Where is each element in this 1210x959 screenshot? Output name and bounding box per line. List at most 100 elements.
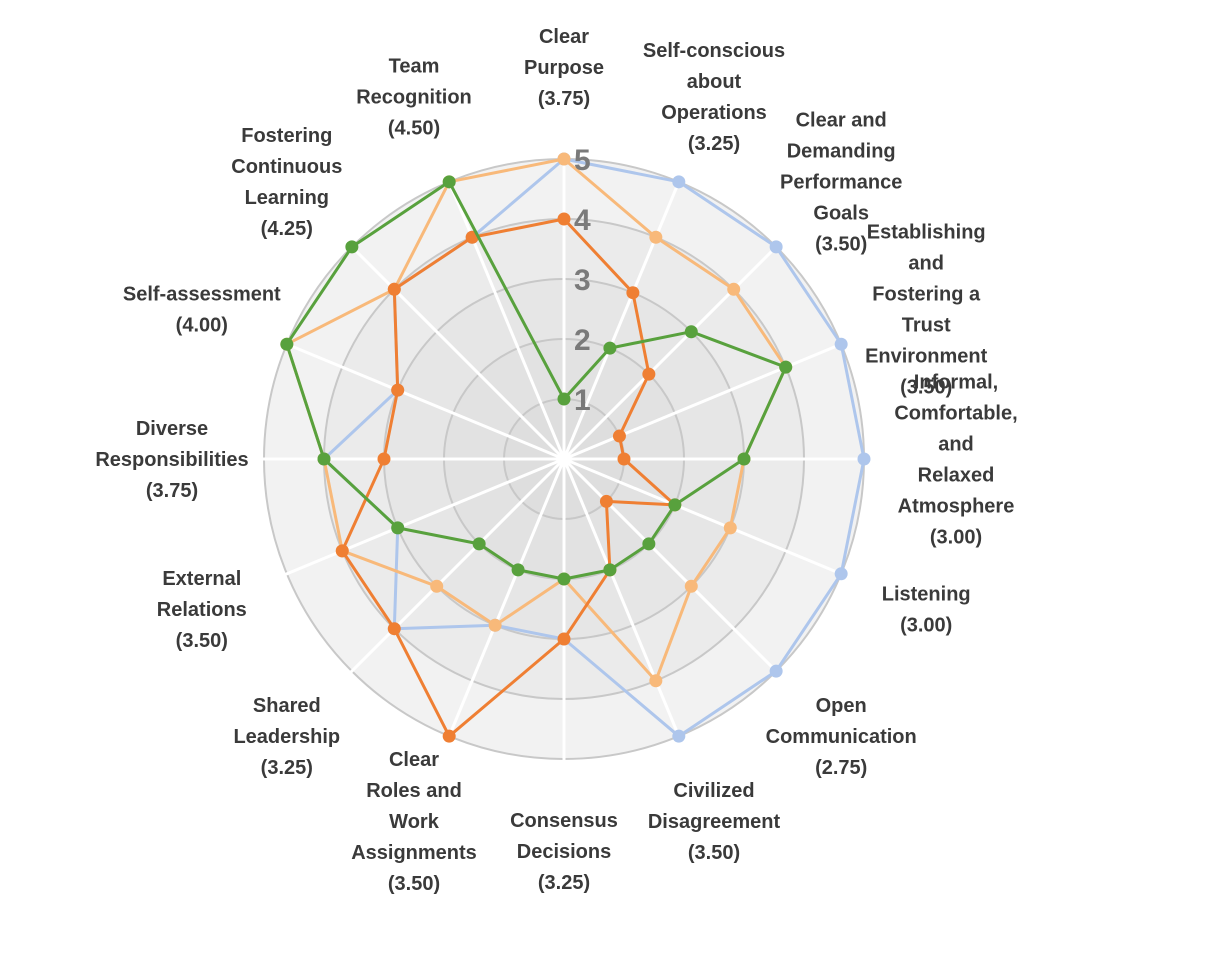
radar-category-name: Atmosphere — [898, 495, 1015, 517]
radar-point — [769, 664, 783, 678]
radar-category-name: Roles and — [366, 780, 462, 802]
radar-point — [599, 494, 613, 508]
radar-category-score: (3.50) — [815, 234, 867, 256]
radar-category-label: Clear Roles and Work Assignments (3.50) — [351, 749, 477, 895]
radar-category-name: Diverse — [136, 418, 208, 440]
radar-point — [280, 337, 294, 351]
radar-category-name: Trust — [902, 314, 951, 336]
radar-category-label: Diverse Responsibilities (3.75) — [95, 418, 248, 502]
radar-point — [857, 452, 871, 466]
radar-category-score: (3.50) — [388, 873, 440, 895]
radar-category-name: Consensus — [510, 810, 618, 832]
radar-point — [626, 286, 640, 300]
radar-point — [672, 175, 686, 189]
radar-point — [557, 392, 571, 406]
radar-category-name: Fostering a — [872, 283, 981, 305]
radar-category-score: (3.25) — [261, 757, 313, 779]
radar-category-name: Work — [389, 811, 440, 833]
radar-category-score: (2.75) — [815, 757, 867, 779]
radar-point — [391, 383, 405, 397]
radar-category-label: Self-conscious about Operations (3.25) — [643, 40, 785, 155]
radar-point — [557, 152, 571, 166]
radar-category-label: Fostering Continuous Learning (4.25) — [231, 125, 342, 240]
radar-category-name: Clear — [539, 26, 589, 48]
radar-category-name: Learning — [245, 187, 329, 209]
radar-category-label: Open Communication (2.75) — [766, 695, 917, 779]
radar-tick-label: 5 — [574, 144, 591, 177]
radar-category-name: Recognition — [356, 87, 472, 109]
radar-point — [387, 282, 401, 296]
radar-spoke — [562, 458, 689, 758]
radar-category-name: Continuous — [231, 156, 342, 178]
radar-category-name: about — [687, 71, 742, 93]
radar-category-name: Relaxed — [918, 464, 995, 486]
radar-point — [511, 563, 525, 577]
radar-category-score: (3.25) — [538, 872, 590, 894]
radar-category-name: Informal, — [914, 371, 998, 393]
radar-spoke — [562, 230, 793, 461]
radar-category-name: Civilized — [673, 780, 754, 802]
radar-point — [723, 521, 737, 535]
radar-point — [317, 452, 331, 466]
radar-category-label: Consensus Decisions (3.25) — [510, 810, 618, 894]
radar-point — [603, 563, 617, 577]
radar-category-score: (3.50) — [688, 842, 740, 864]
radar-category-name: Disagreement — [648, 811, 781, 833]
radar-category-label: Team Recognition (4.50) — [356, 56, 472, 140]
radar-category-name: Purpose — [524, 57, 604, 79]
radar-point — [612, 429, 626, 443]
radar-series — [280, 152, 871, 743]
radar-category-name: Comfortable, — [894, 402, 1017, 424]
radar-series-4 — [280, 175, 793, 586]
radar-tick-label: 1 — [574, 384, 591, 417]
radar-category-name: Environment — [865, 345, 988, 367]
radar-point — [834, 337, 848, 351]
radar-category-label: External Relations (3.50) — [157, 568, 247, 652]
radar-point — [345, 240, 359, 254]
radar-category-name: Decisions — [517, 841, 611, 863]
radar-category-name: Relations — [157, 599, 247, 621]
radar-point — [684, 325, 698, 339]
radar-category-label: Shared Leadership (3.25) — [233, 695, 340, 779]
radar-category-name: Open — [816, 695, 867, 717]
radar-category-name: Demanding — [787, 141, 896, 163]
radar-category-score: (3.25) — [688, 133, 740, 155]
radar-point — [391, 521, 405, 535]
radar-category-score: (3.50) — [900, 376, 952, 398]
radar-category-name: Establishing — [867, 221, 986, 243]
radar-category-name: Responsibilities — [95, 449, 248, 471]
radar-category-name: Assignments — [351, 842, 477, 864]
radar-category-name: Clear and — [796, 110, 887, 132]
radar-category-label: Informal, Comfortable, and Relaxed Atmospher… — [894, 371, 1017, 548]
radar-category-labels: Clear Purpose (3.75) Self-conscious about Ope… — [95, 26, 1017, 895]
radar-point — [387, 622, 401, 636]
radar-spoke — [439, 160, 566, 460]
radar-series-3 — [335, 212, 682, 743]
radar-category-name: Fostering — [241, 125, 332, 147]
radar-point — [727, 282, 741, 296]
radar-spoke — [562, 160, 689, 460]
radar-point — [642, 367, 656, 381]
radar-point — [649, 674, 663, 688]
radar-category-score: (3.75) — [538, 88, 590, 110]
radar-category-name: Operations — [661, 102, 767, 124]
radar-category-name: Team — [389, 56, 440, 78]
radar-category-name: Performance — [780, 172, 902, 194]
radar-point — [672, 729, 686, 743]
radar-category-name: Self-conscious — [643, 40, 785, 62]
radar-point — [668, 498, 682, 512]
radar-category-label: Clear and Demanding Performance Goals (3.50) — [780, 110, 902, 256]
radar-category-label: Civilized Disagreement (3.50) — [648, 780, 781, 864]
radar-category-score: (3.75) — [146, 480, 198, 502]
radar-category-name: and — [938, 433, 974, 455]
radar-category-name: Shared — [253, 695, 321, 717]
radar-point — [488, 618, 502, 632]
radar-category-score: (4.00) — [176, 314, 228, 336]
radar-category-name: Clear — [389, 749, 439, 771]
radar-category-label: Establishing and Fostering a Trust Environme… — [865, 221, 988, 398]
radar-tick-label: 3 — [574, 264, 591, 297]
radar-spoke — [563, 457, 863, 584]
radar-point — [557, 212, 571, 226]
radar-category-name: Leadership — [233, 726, 340, 748]
